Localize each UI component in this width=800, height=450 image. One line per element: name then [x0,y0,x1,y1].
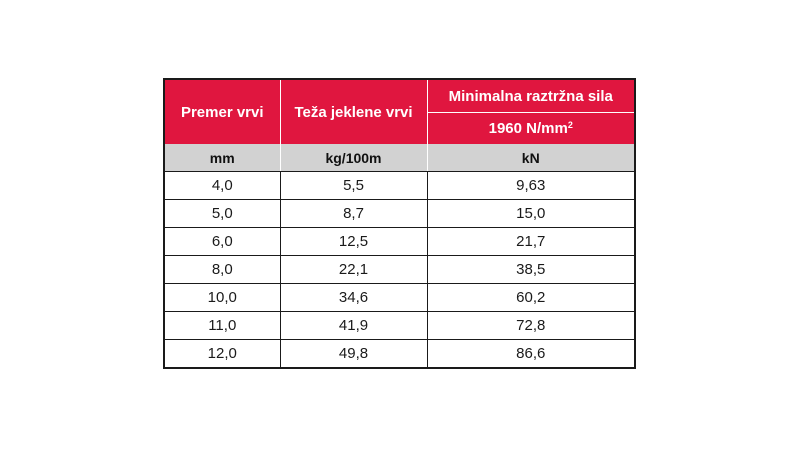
rope-specs-table: Premer vrvi Teža jeklene vrvi Minimalna … [165,80,634,367]
table-row: 11,0 41,9 72,8 [165,311,634,340]
cell-weight: 49,8 [280,339,428,367]
table-row: 12,0 49,8 86,6 [165,339,634,367]
tensile-grade-exponent: 2 [567,120,573,130]
cell-weight: 22,1 [280,255,428,284]
cell-weight: 5,5 [280,171,428,200]
cell-force: 38,5 [427,255,634,284]
cell-weight: 12,5 [280,227,428,256]
cell-diameter: 8,0 [165,255,281,284]
cell-diameter: 5,0 [165,199,281,228]
tensile-grade-value: 1960 N/mm [488,120,568,137]
cell-weight: 41,9 [280,311,428,340]
cell-diameter: 10,0 [165,283,281,312]
cell-diameter: 4,0 [165,171,281,200]
cell-force: 60,2 [427,283,634,312]
cell-diameter: 12,0 [165,339,281,367]
cell-force: 15,0 [427,199,634,228]
table-row: 6,0 12,5 21,7 [165,227,634,256]
cell-weight: 34,6 [280,283,428,312]
cell-force: 86,6 [516,345,546,362]
cell-weight: 8,7 [280,199,428,228]
cell-force: 9,63 [427,171,634,200]
header-tensile-grade: 1960 N/mm2 [427,112,634,144]
table-row: 10,0 34,6 60,2 [165,283,634,312]
cell-force: 72,8 [427,311,634,340]
unit-force: kN [427,144,634,172]
table-row: 5,0 8,7 15,0 [165,199,634,228]
unit-weight: kg/100m [280,144,428,172]
cell-force: 21,7 [427,227,634,256]
rope-specs-table-frame: Premer vrvi Teža jeklene vrvi Minimalna … [163,78,636,369]
cell-diameter: 6,0 [165,227,281,256]
header-weight: Teža jeklene vrvi [280,80,428,144]
cell-diameter: 11,0 [165,311,281,340]
table-row: 8,0 22,1 38,5 [165,255,634,284]
header-diameter: Premer vrvi [165,80,281,144]
header-breaking-force: Minimalna raztržna sila [427,80,634,113]
unit-diameter: mm [165,144,281,172]
table-row: 4,0 5,5 9,63 [165,171,634,200]
